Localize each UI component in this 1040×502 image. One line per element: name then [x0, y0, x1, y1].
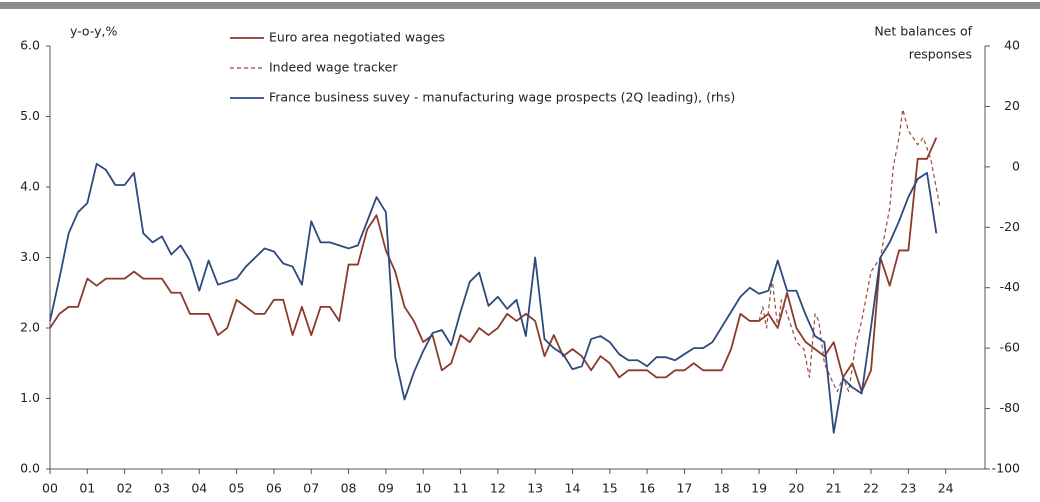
- x-tick-label: 03: [154, 481, 170, 496]
- y-tick-label: 5.0: [20, 108, 40, 123]
- x-tick-label: 05: [229, 481, 245, 496]
- y-tick-label: 1.0: [20, 390, 40, 405]
- x-tick-label: 19: [751, 481, 767, 496]
- x-tick-label: 12: [490, 481, 506, 496]
- y2-tick-label: 40: [1004, 38, 1020, 53]
- x-tick-label: 18: [714, 481, 730, 496]
- y2-axis-label: responses: [909, 47, 972, 62]
- x-tick-label: 06: [266, 481, 282, 496]
- y2-tick-label: -20: [1000, 219, 1020, 234]
- y2-axis-label: Net balances of: [874, 24, 972, 39]
- x-tick-label: 09: [378, 481, 394, 496]
- x-tick-label: 22: [863, 481, 879, 496]
- legend-label: Euro area negotiated wages: [269, 30, 445, 45]
- y2-tick-label: -40: [1000, 279, 1020, 294]
- y2-tick-label: -60: [1000, 340, 1020, 355]
- y-tick-label: 0.0: [20, 461, 40, 476]
- x-tick-label: 01: [79, 481, 95, 496]
- y-tick-label: 3.0: [20, 249, 40, 264]
- x-tick-label: 11: [453, 481, 469, 496]
- y-axis-label: y-o-y,%: [70, 24, 117, 39]
- x-tick-label: 15: [602, 481, 618, 496]
- legend-label: Indeed wage tracker: [269, 60, 398, 75]
- x-tick-label: 17: [676, 481, 692, 496]
- x-tick-label: 07: [303, 481, 319, 496]
- legend-label: France business suvey - manufacturing wa…: [269, 90, 735, 105]
- y-tick-label: 4.0: [20, 179, 40, 194]
- x-tick-label: 23: [900, 481, 916, 496]
- series-line: [49, 137, 938, 393]
- y2-tick-label: -100: [992, 461, 1020, 476]
- x-tick-label: 04: [191, 481, 207, 496]
- x-tick-label: 14: [565, 481, 581, 496]
- series-line: [758, 108, 941, 393]
- x-tick-label: 16: [639, 481, 655, 496]
- y-tick-label: 2.0: [20, 320, 40, 335]
- x-tick-label: 08: [341, 481, 357, 496]
- series-line: [49, 162, 938, 434]
- x-tick-label: 10: [415, 481, 431, 496]
- x-tick-label: 20: [788, 481, 804, 496]
- x-tick-label: 02: [117, 481, 133, 496]
- x-tick-label: 24: [938, 481, 954, 496]
- top-bar: [0, 2, 1040, 9]
- y2-tick-label: -80: [1000, 400, 1020, 415]
- y-tick-label: 6.0: [20, 38, 40, 53]
- x-tick-label: 13: [527, 481, 543, 496]
- x-tick-label: 21: [826, 481, 842, 496]
- y2-tick-label: 20: [1004, 98, 1020, 113]
- x-tick-label: 00: [42, 481, 58, 496]
- y2-tick-label: 0: [1012, 158, 1020, 173]
